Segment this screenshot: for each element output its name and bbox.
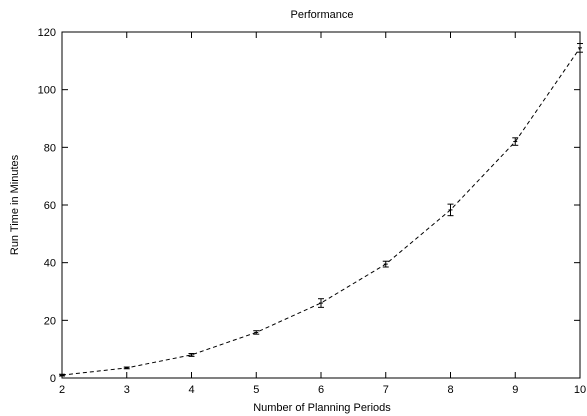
chart-title: Performance [291, 9, 354, 21]
error-bar-point [512, 137, 519, 146]
y-axis-ticks: 0 20 40 60 80 100 120 [38, 27, 580, 385]
x-tick-label: 7 [383, 384, 389, 396]
error-bar-point [318, 298, 324, 308]
x-axis-label: Number of Planning Periods [253, 402, 391, 414]
plot-frame [61, 31, 581, 379]
error-bar-point [447, 203, 454, 217]
x-axis-ticks: 2 3 4 5 6 7 8 9 10 [59, 32, 586, 396]
y-tick-label: 0 [50, 373, 56, 385]
x-tick-label: 5 [253, 384, 259, 396]
x-tick-label: 3 [124, 384, 130, 396]
y-tick-label: 20 [44, 315, 56, 327]
error-bar-point [59, 373, 65, 377]
error-bar-point [188, 352, 195, 357]
y-tick-label: 40 [44, 258, 56, 270]
series-line [61, 47, 581, 376]
x-tick-label: 6 [318, 384, 324, 396]
y-tick-label: 100 [38, 85, 56, 97]
error-bar-point [123, 366, 130, 370]
series-layer [59, 43, 583, 377]
x-tick-label: 2 [59, 384, 65, 396]
y-tick-label: 80 [44, 142, 56, 154]
x-tick-label: 8 [447, 384, 453, 396]
error-bar-point [382, 260, 389, 268]
y-tick-label: 120 [38, 27, 56, 39]
error-bar-point [253, 330, 260, 335]
x-tick-label: 10 [574, 384, 586, 396]
error-bar-point [577, 43, 583, 53]
y-axis-label: Run Time in Minutes [9, 154, 21, 255]
x-tick-label: 4 [188, 384, 194, 396]
x-tick-label: 9 [512, 384, 518, 396]
y-tick-label: 60 [44, 200, 56, 212]
